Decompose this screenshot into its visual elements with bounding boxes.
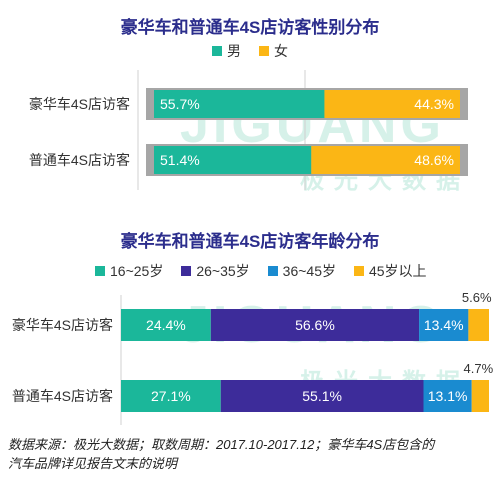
legend-female: 女 — [259, 41, 288, 61]
legend-age-36-45-swatch — [267, 266, 278, 276]
legend-male-label: 男 — [227, 43, 241, 59]
gender-data-label: 44.3% — [414, 96, 454, 112]
gender-category-label: 普通车4S店访客 — [29, 152, 130, 168]
age-data-label: 5.6% — [462, 290, 492, 305]
legend-age-26-35-label: 26~35岁 — [196, 263, 250, 279]
gender-category-label: 豪华车4S店访客 — [29, 96, 130, 112]
gender-bar-segment — [154, 90, 325, 118]
age-data-label: 4.7% — [464, 361, 494, 376]
legend-age-26-35: 26~35岁 — [181, 261, 250, 281]
age-data-label: 13.1% — [428, 388, 468, 404]
legend-age-36-45: 36~45岁 — [267, 261, 336, 281]
age-bar-segment — [423, 380, 472, 412]
footnote-line-1: 数据来源：极光大数据；取数周期：2017.10-2017.12；豪华车4S店包含… — [8, 437, 435, 452]
age-data-label: 24.4% — [146, 317, 186, 333]
footnote-line-2: 汽车品牌详见报告文末的说明 — [8, 456, 178, 471]
age-data-label: 13.4% — [424, 317, 464, 333]
age-bar-segment — [471, 380, 489, 412]
gender-bar-segment — [154, 146, 312, 174]
legend-age-36-45-label: 36~45岁 — [282, 263, 336, 279]
age-legend: 16~25岁 26~35岁 36~45岁 45岁以上 — [95, 261, 495, 281]
age-bar-segment — [121, 309, 211, 341]
age-category-label: 普通车4S店访客 — [12, 388, 113, 404]
legend-age-16-25: 16~25岁 — [95, 261, 163, 281]
legend-age-16-25-swatch — [95, 266, 105, 276]
age-bar-segment — [210, 309, 420, 341]
age-bar-segment — [419, 309, 469, 341]
age-chart-title: 豪华车和普通车4S店访客年龄分布 — [120, 232, 380, 251]
age-bar-segment — [468, 309, 489, 341]
gender-data-label: 55.7% — [160, 96, 200, 112]
gender-legend: 男 女 — [0, 41, 500, 61]
legend-male-swatch — [212, 46, 222, 56]
legend-age-26-35-swatch — [181, 266, 192, 276]
gender-chart: 豪华车4S店访客 55.7% 44.3% 普通车4S店访客 51.4% 48.6% — [29, 70, 468, 190]
legend-male: 男 — [212, 41, 241, 61]
gender-data-label: 48.6% — [414, 152, 454, 168]
age-data-label: 27.1% — [151, 388, 191, 404]
gender-chart-title: 豪华车和普通车4S店访客性别分布 — [120, 18, 380, 37]
gender-data-label: 51.4% — [160, 152, 200, 168]
age-bar-segment — [121, 380, 221, 412]
gender-bar-segment — [324, 90, 460, 118]
footnote: 数据来源：极光大数据；取数周期：2017.10-2017.12；豪华车4S店包含… — [8, 435, 493, 473]
age-bar-segment — [220, 380, 424, 412]
legend-age-45-plus-label: 45岁以上 — [368, 263, 427, 279]
legend-age-16-25-label: 16~25岁 — [110, 263, 164, 279]
age-data-label: 56.6% — [295, 317, 335, 333]
gender-bar-segment — [311, 146, 460, 174]
legend-age-45-plus: 45岁以上 — [353, 261, 427, 281]
age-data-label: 55.1% — [302, 388, 342, 404]
age-chart: 豪华车4S店访客 24.4% 56.6% 13.4% 5.6% 普通车4S店访客 27.1%… — [12, 290, 494, 425]
legend-age-45-plus-swatch — [353, 266, 364, 276]
age-category-label: 豪华车4S店访客 — [12, 317, 113, 333]
legend-female-swatch — [259, 46, 269, 56]
legend-female-label: 女 — [274, 43, 288, 59]
